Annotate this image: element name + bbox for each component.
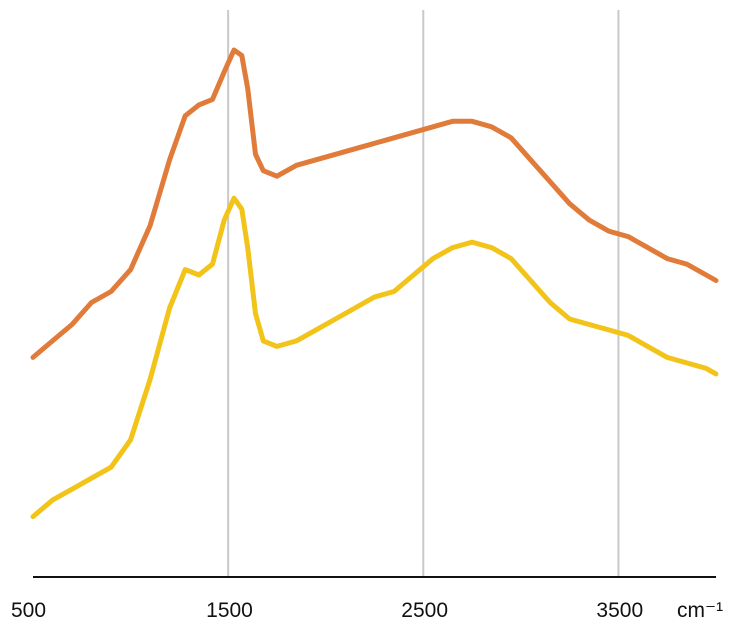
- x-tick-labels: 500 1500 2500 3500: [11, 599, 643, 622]
- x-tick-label-1500: 1500: [206, 599, 253, 622]
- series-group: [30, 47, 719, 520]
- series-line-2: [30, 195, 719, 520]
- x-tick-label-2500: 2500: [401, 599, 448, 622]
- x-tick-label-3500: 3500: [596, 599, 643, 622]
- x-unit-label: cm⁻¹: [677, 599, 723, 622]
- series-line-1: [30, 47, 719, 360]
- gridlines: [227, 10, 620, 577]
- x-tick-label-500: 500: [11, 599, 46, 622]
